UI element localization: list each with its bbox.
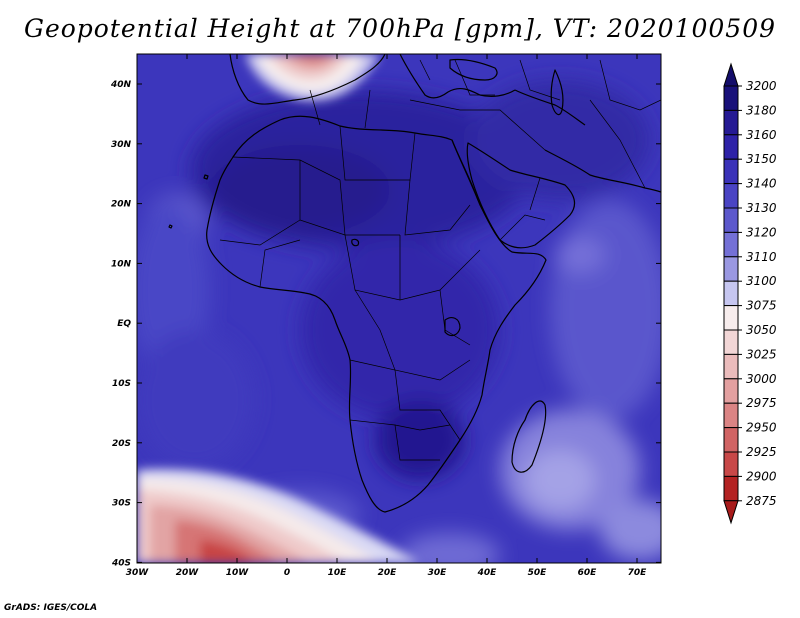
colorbar-label: 3130 [746,201,777,215]
lat-tick-label: 40S [111,558,131,568]
lat-tick-label: 30N [111,140,132,150]
colorbar-swatch [723,134,739,160]
colorbar-label: 3100 [746,274,777,288]
colorbar-swatch [723,280,739,307]
colorbar-label: 3075 [746,299,777,313]
colorbar-label: 2975 [746,396,777,410]
lat-tick-label: 20S [112,439,131,449]
longitude-axis: 30W 20W 10W 0 10E 20E 30E 40E 50E 60E 70E [126,54,647,578]
lon-tick-label: 20W [176,568,200,578]
colorbar-label: 2875 [746,494,777,508]
lon-tick-label: 50E [528,568,548,578]
colorbar-swatch [723,451,739,477]
grads-credit: GrADS: IGES/COLA [4,603,98,613]
colorbar-top-arrow [723,62,739,87]
lat-tick-label: 40N [110,80,132,90]
colorbar-swatch [723,109,739,136]
country-borders [219,59,661,461]
colorbar-label: 2950 [746,421,777,435]
colorbar-swatch [723,329,739,355]
colorbar-swatch [723,402,739,429]
map-frame [136,53,662,564]
colorbar-label: 2900 [746,469,777,483]
colorbar: 3200 3180 3160 3150 3140 3130 3120 3110 3100 3075… [723,62,777,525]
colorbar-label: 3025 [746,347,777,361]
colorbar-bottom-arrow [723,500,739,525]
colorbar-swatch [723,183,739,209]
lon-tick-label: 60E [578,568,598,578]
colorbar-label: 3200 [746,79,777,93]
colorbar-swatch [723,353,739,380]
colorbar-swatch [723,85,739,111]
colorbar-label: 3180 [746,103,777,117]
lon-tick-label: 10W [226,568,250,578]
lat-tick-label: 10S [112,379,131,389]
lat-tick-label: 10N [111,259,132,269]
colorbar-label: 3150 [746,152,777,166]
colorbar-swatch [723,158,739,185]
colorbar-swatch [723,231,739,258]
lon-tick-label: 70E [628,568,648,578]
colorbar-label: 3110 [746,250,777,264]
colorbar-swatch [723,475,739,502]
lon-tick-label: 30W [126,568,150,578]
colorbar-swatch [723,207,739,233]
colorbar-label: 3160 [746,128,777,142]
colorbar-swatch [723,256,739,282]
colorbar-label: 3050 [746,323,777,337]
lon-tick-label: 40E [477,568,498,578]
lon-tick-label: 30E [428,568,448,578]
latitude-axis: 40N 30N 20N 10N EQ 10S 20S 30S 40S [110,80,661,568]
lat-tick-label: 30S [112,499,131,509]
lon-tick-label: 0 [284,568,290,578]
colorbar-swatch [723,378,739,404]
lat-tick-label: EQ [117,319,131,329]
geopotential-field [137,54,661,563]
lon-tick-label: 10E [328,568,348,578]
colorbar-label: 3140 [746,177,777,191]
lon-tick-label: 20E [378,568,398,578]
colorbar-swatch [723,305,739,331]
colorbar-label: 3000 [746,372,777,386]
lat-tick-label: 20N [111,200,132,210]
colorbar-label: 3120 [746,225,777,239]
map-title: Geopotential Height at 700hPa [gpm], VT:… [23,14,777,43]
colorbar-label: 2925 [746,445,777,459]
coastlines [168,54,661,513]
colorbar-swatch [723,427,739,453]
